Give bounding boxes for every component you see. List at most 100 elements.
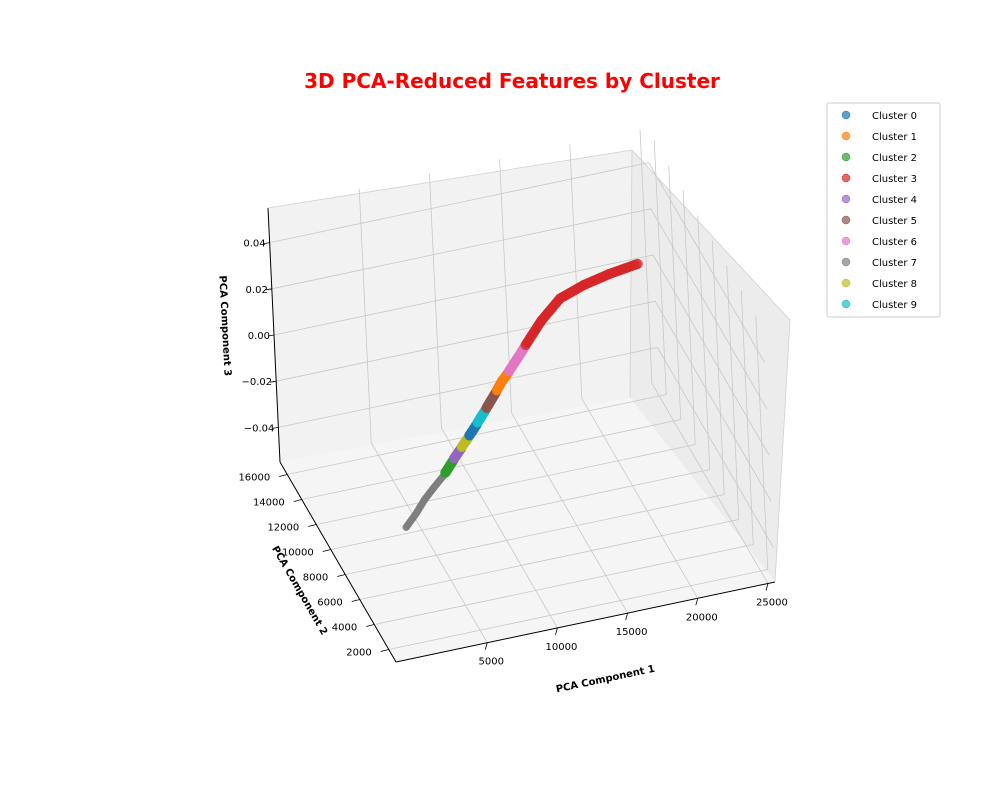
x-ticks: 5000 10000 15000 20000 25000 xyxy=(479,583,788,668)
z-gridline xyxy=(657,347,774,548)
x-tick-label: 10000 xyxy=(546,642,578,653)
z-tick-mark xyxy=(270,380,277,383)
x-gridline xyxy=(511,412,628,614)
x-tick-mark xyxy=(555,627,558,636)
x-gridline xyxy=(651,383,769,584)
z-gridline xyxy=(269,162,649,244)
legend-marker xyxy=(841,278,851,288)
y-tick-label: 8000 xyxy=(303,573,328,584)
legend-items: Cluster 0 Cluster 1 Cluster 2 Cluster 3 Clus… xyxy=(841,110,917,311)
legend-marker xyxy=(841,131,851,141)
x-tick-label: 25000 xyxy=(756,597,788,608)
legend-label: Cluster 9 xyxy=(872,300,917,311)
x-axis-line xyxy=(395,581,776,663)
legend-marker xyxy=(841,215,851,225)
y-tick-mark xyxy=(322,549,331,552)
scatter-points xyxy=(402,258,643,532)
z-axis-label: PCA Component 3 xyxy=(216,275,232,376)
legend-label: Cluster 0 xyxy=(872,111,917,122)
y-tick-mark xyxy=(308,524,317,527)
x-gridline xyxy=(441,427,558,629)
legend-label: Cluster 1 xyxy=(872,132,917,143)
pane-edge xyxy=(631,149,791,321)
y-tick-label: 14000 xyxy=(253,498,285,509)
legend-marker xyxy=(841,236,851,246)
z-tick-label: 0.02 xyxy=(246,285,268,296)
y-tick-mark xyxy=(337,574,346,577)
x-tick-label: 20000 xyxy=(686,612,718,623)
y-gridline xyxy=(301,419,681,500)
z-gridline xyxy=(654,300,772,502)
grid-lines xyxy=(269,129,774,650)
x-tick-label: 15000 xyxy=(616,627,648,638)
z-tick-mark xyxy=(272,426,279,429)
y-gridline xyxy=(388,569,768,650)
x-gridline xyxy=(370,442,488,643)
y-gridline xyxy=(345,494,725,575)
legend-label: Cluster 7 xyxy=(872,258,917,269)
z-tick-label: 0.00 xyxy=(248,331,270,342)
y-tick-label: 2000 xyxy=(346,648,371,659)
y-tick-mark xyxy=(279,474,288,477)
pane-floor xyxy=(280,398,775,662)
y-gridline xyxy=(316,444,696,525)
y-tick-mark xyxy=(366,624,375,627)
pane-edge xyxy=(267,149,633,209)
legend-marker xyxy=(841,110,851,120)
legend-marker xyxy=(841,257,851,267)
z-gridline xyxy=(276,300,656,382)
pane-edge xyxy=(774,319,791,583)
legend-label: Cluster 2 xyxy=(872,153,917,164)
z-tick-mark xyxy=(263,242,270,245)
y-gridline xyxy=(374,544,754,625)
legend-label: Cluster 6 xyxy=(872,237,917,248)
x-tick-mark xyxy=(625,613,628,621)
x-tick-mark xyxy=(765,583,769,591)
y-tick-mark xyxy=(351,599,360,602)
z-tick-label: −0.02 xyxy=(242,377,273,388)
z-tick-mark xyxy=(267,334,275,337)
legend-marker xyxy=(841,194,851,204)
x-tick-label: 5000 xyxy=(479,657,504,668)
z-tick-mark xyxy=(265,288,272,291)
y-tick-label: 10000 xyxy=(282,548,314,559)
y-ticks: 2000 4000 6000 8000 10000 12000 14000 16000 xyxy=(238,473,389,659)
legend-marker xyxy=(841,299,851,309)
y-gridline xyxy=(359,519,739,600)
y-tick-mark xyxy=(293,499,302,502)
y-gridline xyxy=(330,469,710,550)
z-ticks: −0.04 −0.02 0.00 0.02 0.04 xyxy=(242,239,279,434)
x-tick-mark xyxy=(484,642,488,650)
y-tick-label: 4000 xyxy=(332,623,357,634)
legend-label: Cluster 8 xyxy=(872,279,917,290)
legend: Cluster 0 Cluster 1 Cluster 2 Cluster 3 Clus… xyxy=(826,102,941,318)
chart-title: 3D PCA-Reduced Features by Cluster xyxy=(304,69,720,93)
y-tick-label: 16000 xyxy=(238,473,270,484)
scatter-point-cluster-3 xyxy=(632,258,643,269)
z-tick-label: 0.04 xyxy=(243,239,265,250)
y-gridline xyxy=(287,394,667,475)
z-gridline xyxy=(648,162,765,363)
z-gridline xyxy=(650,208,768,410)
z-gridline xyxy=(652,254,770,456)
z-gridline xyxy=(271,208,651,290)
y-axis-line xyxy=(279,461,397,663)
legend-marker xyxy=(841,173,851,183)
x-tick-mark xyxy=(695,598,699,606)
z-tick-label: −0.04 xyxy=(244,423,275,434)
x-axis-label: PCA Component 1 xyxy=(555,664,656,696)
legend-label: Cluster 4 xyxy=(872,195,917,206)
axis-lines xyxy=(267,149,791,663)
z-gridline xyxy=(273,254,654,336)
pane-edge xyxy=(629,149,633,399)
legend-label: Cluster 3 xyxy=(872,174,917,185)
legend-frame xyxy=(826,102,941,318)
y-tick-mark xyxy=(380,649,389,652)
z-gridline xyxy=(278,346,658,428)
legend-marker xyxy=(841,152,851,162)
legend-label: Cluster 5 xyxy=(872,216,917,227)
pane-back-wall xyxy=(268,150,632,462)
y-tick-label: 12000 xyxy=(267,523,299,534)
